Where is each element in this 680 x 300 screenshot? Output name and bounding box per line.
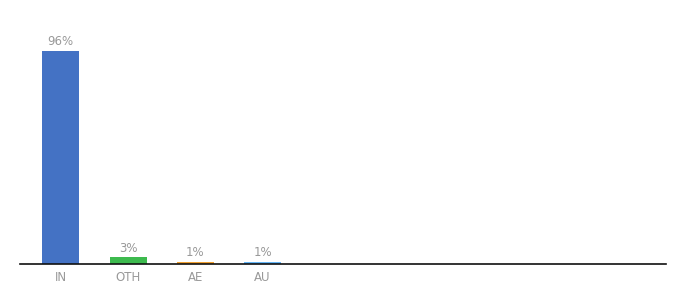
Bar [42,51,80,264]
Text: 96%: 96% [48,35,74,48]
Text: 1%: 1% [186,246,205,259]
Text: 1%: 1% [254,246,272,259]
Text: 3%: 3% [119,242,137,255]
Bar [109,257,147,264]
Bar [244,262,281,264]
Bar [177,262,214,264]
